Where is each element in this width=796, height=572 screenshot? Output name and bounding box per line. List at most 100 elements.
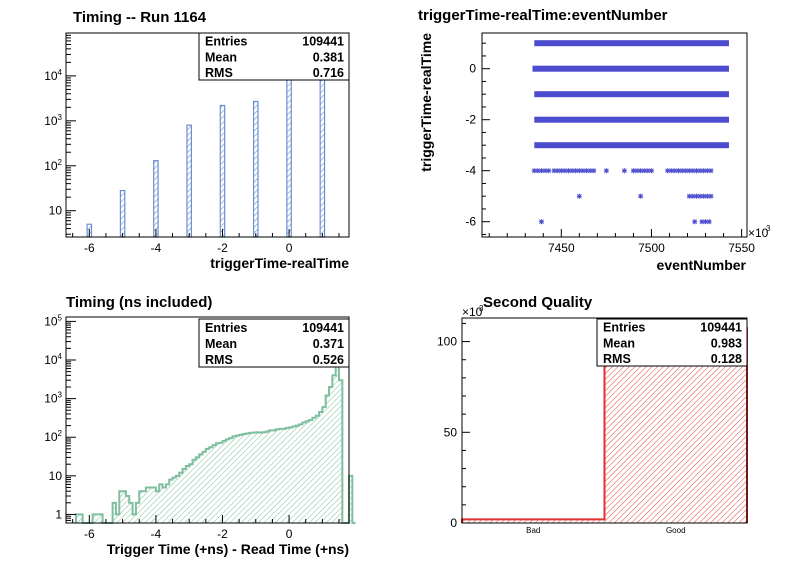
panel2-title: triggerTime-realTime:eventNumber <box>418 7 668 24</box>
panel4-ytick-label: 100 <box>437 335 457 349</box>
panel1-stat-label: Mean <box>205 50 237 64</box>
panel3-stat-value: 109441 <box>302 321 344 335</box>
panel4-stat-value: 109441 <box>700 321 742 335</box>
panel2-ytick-label: -4 <box>465 164 476 178</box>
panel2-point <box>645 168 651 174</box>
panel2-ytick-label: -2 <box>465 113 476 127</box>
panel4-stat-label: Entries <box>603 321 645 335</box>
panel2-point <box>551 168 557 174</box>
panel3-frame <box>65 316 350 524</box>
panel1-ytick-label: 103 <box>44 113 62 128</box>
panel2-point <box>703 219 709 225</box>
panel2-point <box>701 193 707 199</box>
panel1-ytick-label: 10 <box>49 204 63 218</box>
panel2-xtick-label: 7500 <box>638 241 665 255</box>
panel2-point <box>692 219 698 225</box>
panel1-title: Timing -- Run 1164 <box>73 9 207 26</box>
panel2-x-multiplier-exp: 3 <box>766 224 771 233</box>
panel1-bar <box>153 160 159 238</box>
panel2-point <box>694 193 700 199</box>
panel2-point <box>538 168 544 174</box>
panel1-xtick-label: -4 <box>151 241 162 255</box>
panel3-ytick-label: 1 <box>55 507 62 521</box>
panel2-point <box>638 193 644 199</box>
panel2-point <box>683 168 689 174</box>
panel2-point <box>708 168 714 174</box>
panel2-ytick-label: -6 <box>465 215 476 229</box>
panel4-y-multiplier: ×10 <box>462 305 483 319</box>
panel2-point <box>701 168 707 174</box>
panel2-point <box>679 168 685 174</box>
panel3-ytick-label: 103 <box>44 391 62 406</box>
panel3-stat-value: 0.371 <box>313 337 344 351</box>
panel3-xtick-label: 0 <box>286 527 293 541</box>
panel3-xtick-label: -6 <box>84 527 95 541</box>
panel2-point <box>686 193 692 199</box>
panel4-y-multiplier-exp: 3 <box>479 304 484 313</box>
panel4-title: Second Quality <box>483 294 593 311</box>
panel3-title: Timing (ns included) <box>66 294 212 311</box>
panel2-xlabel: eventNumber <box>657 257 747 273</box>
panel2-point <box>566 168 572 174</box>
panel2-point <box>555 168 561 174</box>
panel3-xtick-label: -2 <box>217 527 228 541</box>
panel2-point <box>587 168 593 174</box>
panel4-bar <box>462 519 605 523</box>
panel3-area-fill <box>75 325 356 523</box>
panel3-ytick-label: 102 <box>44 429 62 444</box>
panel2-point <box>538 219 544 225</box>
panel2-point <box>569 168 575 174</box>
panel2-point <box>672 168 678 174</box>
panel1-stat-label: RMS <box>205 66 233 80</box>
panel2-xtick-label: 7550 <box>728 241 755 255</box>
panel3-stat-label: RMS <box>205 353 233 367</box>
panel2-band <box>534 91 729 98</box>
panel1-stat-value: 109441 <box>302 35 344 49</box>
panel1-bar <box>186 124 192 238</box>
panel4-ytick-label: 50 <box>444 425 458 439</box>
panel2-point <box>638 168 644 174</box>
panel2-band <box>534 40 729 47</box>
panel4-stat-value: 0.128 <box>711 352 742 366</box>
panel3-ytick-label: 10 <box>49 469 63 483</box>
panel2-point <box>694 168 700 174</box>
panel2-point <box>591 168 597 174</box>
panel2-xtick-label: 7450 <box>548 241 575 255</box>
panel2-point <box>704 168 710 174</box>
panel3-histogram-line <box>74 324 356 524</box>
panel2-point <box>584 168 590 174</box>
panel4-ytick-label: 0 <box>450 516 457 530</box>
panel2-point <box>665 168 671 174</box>
panel2-point <box>535 168 541 174</box>
panel2-point <box>690 193 696 199</box>
panel3-stat-box <box>198 318 350 368</box>
panel2-point <box>562 168 568 174</box>
panel1-xtick-label: 0 <box>286 241 293 255</box>
panel1-stat-box <box>198 32 350 81</box>
panel2-point <box>630 168 636 174</box>
panel2-point <box>686 168 692 174</box>
panel2-point <box>668 168 674 174</box>
panel1-bar <box>219 104 226 238</box>
panel1-xlabel: triggerTime-realTime <box>210 255 349 271</box>
panel3-ytick-label: 104 <box>44 352 62 367</box>
panel2-ytick-label: 0 <box>469 62 476 76</box>
panel2-point <box>573 168 579 174</box>
panel2-band <box>532 65 729 72</box>
panel2-point <box>641 168 647 174</box>
panel2-band <box>534 142 729 149</box>
panel2-point <box>675 168 681 174</box>
panel2-point <box>576 168 582 174</box>
panel2-point <box>704 193 710 199</box>
panel1-xtick-label: -6 <box>84 241 95 255</box>
panel2-frame <box>481 32 748 238</box>
panel3-stat-label: Mean <box>205 337 237 351</box>
panel2-point <box>697 168 703 174</box>
panel2-ylabel: triggerTime-realTime <box>418 33 434 172</box>
panel2-point <box>621 168 627 174</box>
panel1-ytick-label: 102 <box>44 158 62 173</box>
panel2-point <box>546 168 552 174</box>
panel4-stat-value: 0.983 <box>711 336 742 350</box>
panel3-stat-value: 0.526 <box>313 353 344 367</box>
